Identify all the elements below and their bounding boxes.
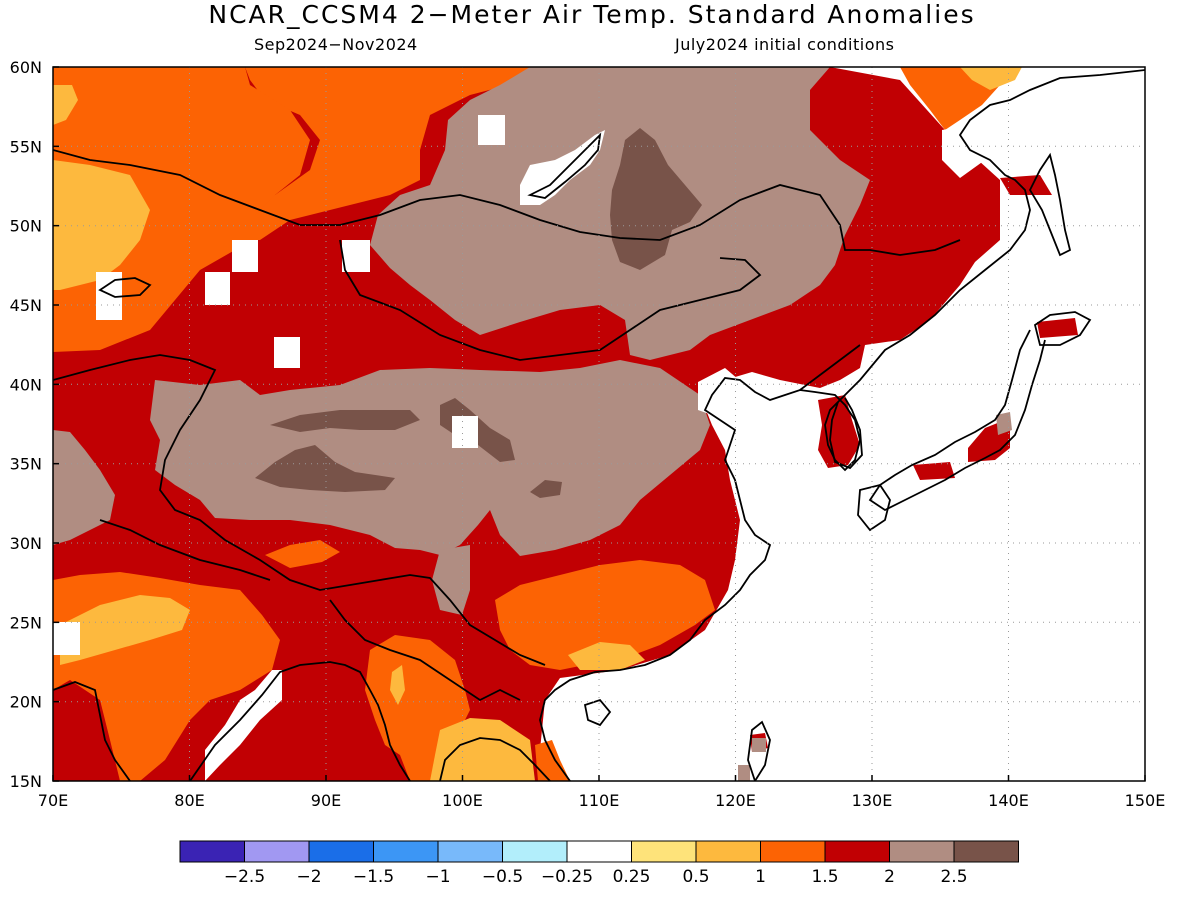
lon-tick-label: 100E	[442, 791, 483, 810]
forecast-period: Sep2024−Nov2024	[254, 35, 418, 54]
axis-ticks	[52, 66, 1146, 782]
coastline-hainan	[583, 698, 612, 727]
colorbar-bin	[179, 840, 245, 863]
colorbar-label: −0.5	[482, 867, 523, 887]
lat-tick-label: 20N	[10, 693, 42, 712]
colorbar-bin	[566, 840, 632, 863]
colorbar-bin	[631, 840, 697, 863]
anomaly-region-above-2.5-mongolia	[610, 128, 702, 270]
anomaly-region-1-1.5-southchina	[495, 560, 715, 670]
colorbar-label: 1	[755, 867, 766, 887]
coastlines-and-borders	[53, 69, 1145, 781]
border-mongolia-china	[339, 239, 762, 361]
border-india-nepal	[99, 519, 271, 581]
colorbar-label: −2.5	[224, 867, 265, 887]
lake-baikal	[527, 132, 602, 199]
colorbar-bin	[308, 840, 374, 863]
colorbar-bin	[889, 840, 955, 863]
lat-tick-label: 40N	[10, 375, 42, 394]
colorbar-bin	[760, 840, 826, 863]
anomaly-region-above-2.5-tibet-north	[270, 410, 420, 432]
anomaly-region-0.5-1-burma	[390, 665, 405, 705]
colorbar-label: 2.5	[940, 867, 967, 887]
anomaly-region-1-1.5-vietnam	[535, 740, 570, 781]
anomaly-region-2-2.5-tibet	[150, 360, 710, 556]
colorbar-bin	[244, 840, 310, 863]
colorbar-bin	[502, 840, 568, 863]
longitude-labels: 70E 80E 90E 100E 110E 120E 130E 140E 150E	[38, 791, 1166, 810]
border-russia-mongolia-china	[53, 149, 961, 256]
coastline-korea	[829, 397, 863, 470]
anomaly-region-0.5-1-kamchatka	[960, 67, 1022, 90]
coastline-kyushu	[857, 483, 891, 532]
anomaly-region-japan-south	[913, 462, 955, 480]
anomaly-region-0.5-1-india	[60, 595, 190, 665]
anomaly-region-2-2.5-sichuan	[432, 545, 470, 615]
coastline-sakhalin	[1028, 152, 1072, 257]
colorbar-bin	[695, 840, 761, 863]
colorbar-bin	[953, 840, 1019, 863]
anomaly-region-1-1.5-tibet	[265, 540, 340, 568]
colorbar-label: −1.5	[353, 867, 394, 887]
coastline-east-china	[539, 69, 1145, 781]
colorbar-labels: −2.5 −2 −1.5 −1 −0.5 −0.25 0.25 0.5 1 1.5 2 2.5	[224, 867, 968, 887]
lon-tick-label: 110E	[579, 791, 620, 810]
coastline-taiwan	[747, 720, 771, 781]
anomaly-region-2-2.5-west	[53, 430, 115, 545]
colorbar-bin	[824, 840, 890, 863]
masked-cells	[53, 115, 990, 781]
gridlines	[53, 67, 1145, 781]
anomaly-region-above-2.5-sichuan	[530, 480, 562, 498]
lake-balkhash	[98, 277, 152, 298]
lat-tick-label: 25N	[10, 613, 42, 632]
anomaly-region-above-2.5-tibet	[255, 445, 395, 492]
lat-tick-label: 45N	[10, 296, 42, 315]
lon-tick-label: 70E	[38, 791, 68, 810]
border-china-west	[53, 354, 546, 666]
lon-tick-label: 80E	[174, 791, 204, 810]
colorbar-label: −0.25	[541, 867, 593, 887]
anomaly-region-0.5-1-northwest-corner	[53, 85, 78, 125]
lon-tick-label: 150E	[1125, 791, 1166, 810]
colorbar-label: −2	[296, 867, 321, 887]
coastline-west	[53, 681, 131, 781]
anomaly-region-2-2.5-taiwan	[738, 738, 766, 781]
lon-tick-label: 130E	[852, 791, 893, 810]
anomaly-region-0.5-1-thailand	[430, 718, 535, 781]
lon-tick-label: 90E	[311, 791, 341, 810]
initial-conditions: July2024 initial conditions	[675, 35, 895, 54]
lat-tick-label: 50N	[10, 217, 42, 236]
anomaly-region-2-2.5-japan	[996, 412, 1012, 435]
anomaly-region-hokkaido	[1037, 318, 1078, 338]
coastline-bay-of-bengal	[189, 661, 411, 781]
colorbar-label: 2	[884, 867, 895, 887]
lat-tick-label: 30N	[10, 534, 42, 553]
anomaly-region-1-1.5-northwest	[53, 67, 530, 240]
coastline-japan-honshu	[868, 329, 1046, 512]
latitude-labels: 60N 55N 50N 45N 40N 35N 30N 25N 20N 15N	[10, 58, 42, 791]
colorbar-label: 0.25	[613, 867, 651, 887]
colorbar	[179, 840, 1019, 863]
lon-tick-label: 120E	[715, 791, 756, 810]
colorbar-label: 1.5	[811, 867, 838, 887]
anomaly-region-0.5-1-kazakh	[53, 160, 150, 290]
border-indochina	[329, 599, 521, 702]
lat-tick-label: 55N	[10, 137, 42, 156]
colorbar-bin	[437, 840, 503, 863]
border-china-korea	[799, 344, 861, 391]
lon-tick-label: 140E	[988, 791, 1029, 810]
anomaly-region-0.5-1-southchina	[568, 642, 645, 670]
colorbar-label: 0.5	[682, 867, 709, 887]
map-title: NCAR_CCSM4 2−Meter Air Temp. Standard An…	[208, 0, 976, 29]
coastline-thailand	[439, 737, 551, 781]
coastline-hokkaido	[1033, 311, 1092, 346]
colorbar-bin	[373, 840, 439, 863]
lat-tick-label: 15N	[10, 772, 42, 791]
lat-tick-label: 60N	[10, 58, 42, 77]
colorbar-label: −1	[425, 867, 450, 887]
lat-tick-label: 35N	[10, 455, 42, 474]
